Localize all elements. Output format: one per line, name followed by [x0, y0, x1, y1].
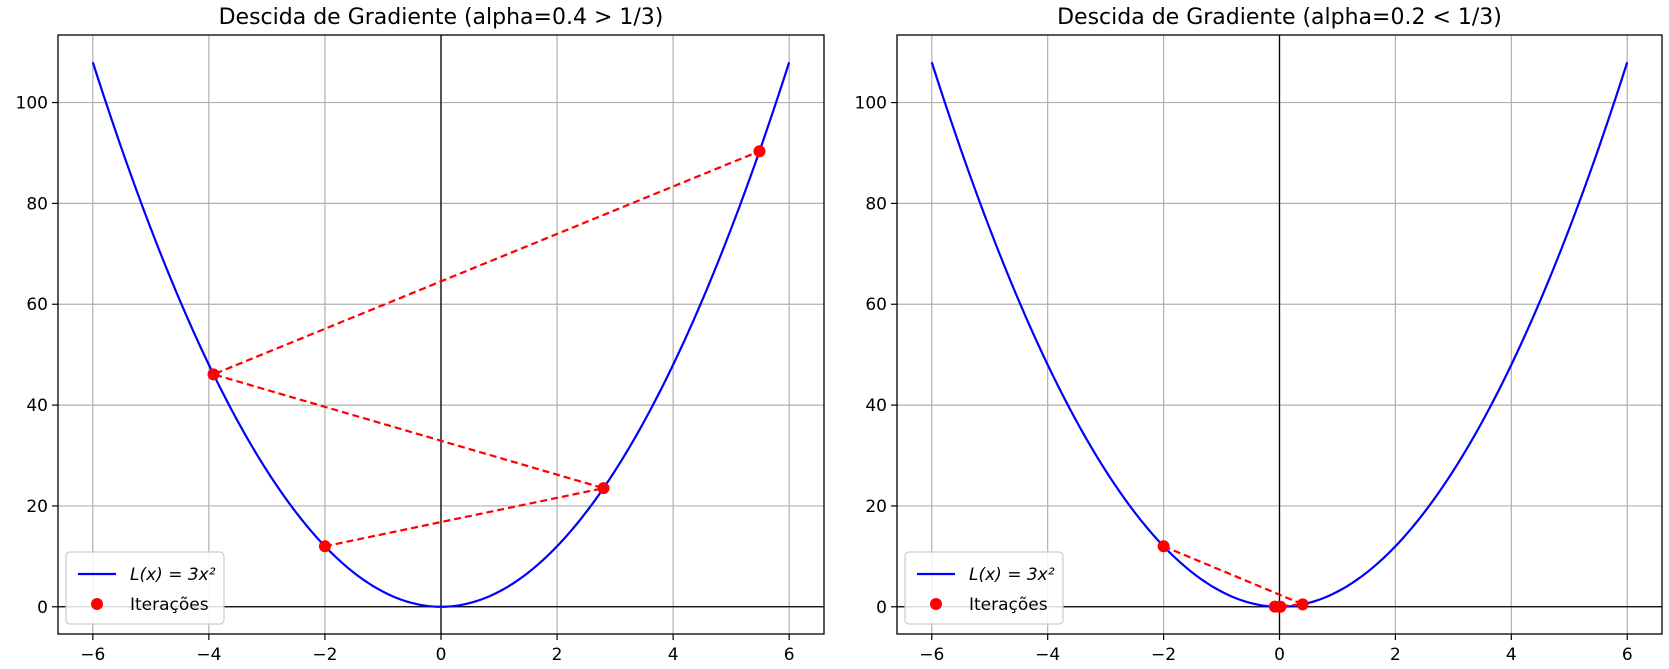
y-tick-label: 60 — [26, 295, 48, 315]
chart-panel-1: Descida de Gradiente (alpha=0.4 > 1/3) −6… — [16, 5, 825, 665]
y-tick-label: 60 — [865, 295, 887, 315]
legend-iterations-swatch — [91, 598, 103, 610]
iterations-path — [210, 150, 760, 548]
x-tick-label: −6 — [80, 645, 105, 665]
iteration-point — [318, 540, 331, 553]
iteration-point — [1296, 598, 1309, 611]
iteration-point — [597, 482, 610, 495]
legend: L(x) = 3x² Iterações — [904, 551, 1064, 625]
chart-title: Descida de Gradiente (alpha=0.2 < 1/3) — [1057, 5, 1502, 30]
y-tick-label: 0 — [37, 598, 48, 618]
legend-curve-label: L(x) = 3x² — [969, 565, 1055, 585]
legend-curve-label: L(x) = 3x² — [130, 565, 216, 585]
x-tick-label: −6 — [919, 645, 944, 665]
x-tick-label: 6 — [1622, 645, 1633, 665]
x-tick-label: −4 — [196, 645, 221, 665]
y-tick-label: 20 — [865, 497, 887, 517]
legend-box — [65, 551, 225, 625]
y-tick-label: 100 — [16, 94, 48, 114]
x-tick-label: −2 — [1151, 645, 1176, 665]
x-tick-label: 0 — [436, 645, 447, 665]
x-tick-label: 2 — [1390, 645, 1401, 665]
chart-panel-2: Descida de Gradiente (alpha=0.2 < 1/3) −6… — [855, 5, 1663, 665]
chart-title: Descida de Gradiente (alpha=0.4 > 1/3) — [219, 5, 664, 30]
x-tick-label: 4 — [1506, 645, 1517, 665]
x-tick-label: −4 — [1035, 645, 1060, 665]
y-tick-label: 40 — [865, 396, 887, 416]
iteration-point — [753, 145, 766, 158]
x-tick-label: 6 — [784, 645, 795, 665]
x-tick-label: 4 — [668, 645, 679, 665]
iteration-point — [1157, 540, 1170, 553]
y-tick-label: 80 — [865, 194, 887, 214]
legend-iterations-label: Iterações — [969, 595, 1048, 615]
y-tick-label: 40 — [26, 396, 48, 416]
iteration-point — [1273, 600, 1286, 613]
iteration-point — [207, 368, 220, 381]
y-tick-label: 100 — [855, 94, 887, 114]
legend-iterations-swatch — [930, 598, 942, 610]
curve-line — [91, 61, 791, 608]
legend-iterations-label: Iterações — [130, 595, 209, 615]
x-tick-label: 2 — [552, 645, 563, 665]
legend-box — [904, 551, 1064, 625]
y-tick-label: 80 — [26, 194, 48, 214]
legend: L(x) = 3x² Iterações — [65, 551, 225, 625]
x-tick-label: −2 — [312, 645, 337, 665]
y-tick-label: 20 — [26, 497, 48, 517]
y-tick-label: 0 — [876, 598, 887, 618]
x-tick-label: 0 — [1274, 645, 1285, 665]
